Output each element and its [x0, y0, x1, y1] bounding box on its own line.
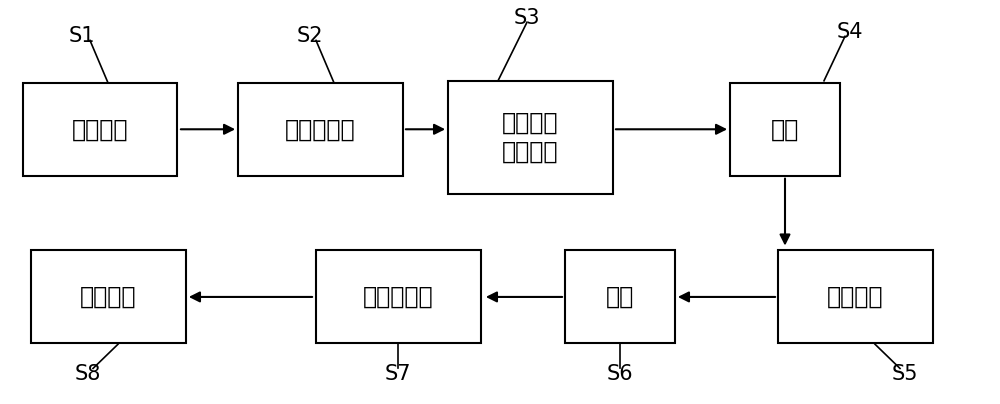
- Text: 挤出成型: 挤出成型: [827, 285, 883, 309]
- Text: S5: S5: [892, 364, 918, 384]
- Text: S1: S1: [69, 26, 95, 46]
- Bar: [448, 81, 612, 194]
- Text: S3: S3: [514, 8, 540, 28]
- Text: 筛分包装: 筛分包装: [80, 285, 136, 309]
- Text: S6: S6: [607, 364, 633, 384]
- Text: S2: S2: [297, 26, 323, 46]
- Text: 干燥: 干燥: [606, 285, 634, 309]
- Text: 煤粉配置: 煤粉配置: [72, 117, 128, 141]
- Bar: [778, 250, 932, 343]
- Text: 可塑性煤
泥的加工: 可塑性煤 泥的加工: [502, 111, 558, 164]
- Bar: [23, 83, 177, 176]
- Text: S8: S8: [75, 364, 101, 384]
- Text: S4: S4: [837, 22, 863, 42]
- Bar: [565, 250, 675, 343]
- Text: S7: S7: [385, 364, 411, 384]
- Text: 炭化及活化: 炭化及活化: [363, 285, 433, 309]
- Text: 练泥: 练泥: [771, 117, 799, 141]
- Bar: [30, 250, 186, 343]
- Text: 乳化煤焦油: 乳化煤焦油: [285, 117, 355, 141]
- Bar: [730, 83, 840, 176]
- Bar: [316, 250, 480, 343]
- Bar: [238, 83, 402, 176]
